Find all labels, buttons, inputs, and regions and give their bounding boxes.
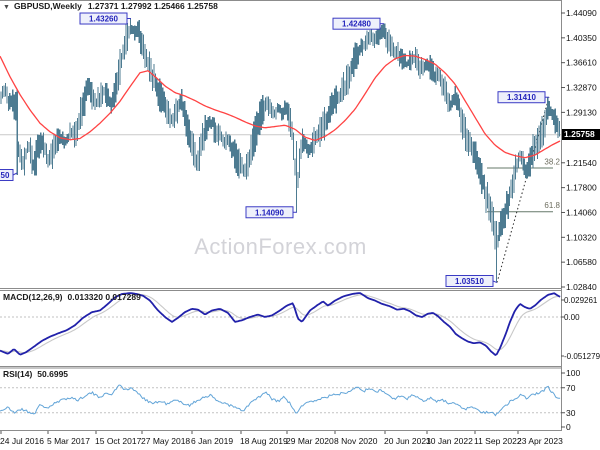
- watermark: ActionForex.com: [194, 234, 367, 259]
- ohlc-values: 1.27371 1.27992 1.25466 1.25758: [87, 1, 218, 11]
- time-axis-label: 8 Nov 2020: [334, 436, 378, 446]
- dropdown-arrow-icon[interactable]: ▼: [3, 4, 10, 11]
- price-axis-label: 1.14060: [566, 207, 597, 217]
- time-axis-label: 23 Apr 2023: [517, 436, 563, 446]
- price-axis-label: 1.17800: [566, 183, 597, 193]
- symbol-timeframe-label: GBPUSD,Weekly: [13, 1, 82, 11]
- price-axis-label: 1.40350: [566, 33, 597, 43]
- time-axis-label: 24 Jul 2016: [0, 436, 44, 446]
- price-callout-label: 1.14090: [255, 208, 284, 217]
- fib-level-label: 38.2: [544, 158, 560, 167]
- macd-axis-label: -0.051279: [564, 352, 600, 361]
- price-axis-label: 1.02840: [566, 282, 597, 292]
- callout-connector: [12, 172, 18, 176]
- price-callout-box: [245, 206, 294, 219]
- rsi-axis-label: 0: [566, 422, 571, 432]
- macd-axis-label: 0.00: [564, 313, 580, 322]
- price-callout-box: [332, 17, 381, 30]
- macd-signal-line: [0, 294, 561, 354]
- price-callout-box: [445, 275, 494, 287]
- candlestick-series: [0, 18, 561, 283]
- time-axis-label: 18 Aug 2019: [240, 436, 288, 446]
- price-axis-label: 1.44090: [566, 8, 597, 18]
- price-axis-label: 1.36610: [566, 58, 597, 68]
- price-callout-label: 1.31410: [507, 93, 536, 102]
- time-axis-label: 29 Mar 2020: [286, 436, 334, 446]
- time-axis-label: 27 May 2018: [141, 436, 190, 446]
- price-axis-label: 1.29130: [566, 107, 597, 117]
- macd-main-line: [0, 292, 561, 356]
- price-axis-label: 1.21540: [566, 158, 597, 168]
- macd-header: MACD(12,26,9) 0.013320 0.017289: [3, 292, 141, 302]
- price-callout-label: 1.03510: [455, 277, 484, 286]
- time-axis-label: 6 Jan 2019: [191, 436, 233, 446]
- rsi-header: RSI(14) 50.6995: [3, 369, 68, 379]
- rsi-value: 50.6995: [37, 369, 69, 379]
- moving-average-line: [0, 54, 561, 159]
- rsi-axis-label: 30: [566, 408, 576, 418]
- rsi-line: [0, 384, 561, 417]
- rsi-axis-label: 100: [566, 368, 580, 378]
- price-axis-label: 1.32870: [566, 83, 597, 93]
- price-callout-label: 1.42480: [342, 20, 371, 29]
- price-callout-box: [497, 91, 546, 104]
- time-axis-label: 15 Oct 2017: [95, 436, 142, 446]
- chart-header: ▼ GBPUSD,Weekly 1.27371 1.27992 1.25466 1.…: [3, 1, 218, 11]
- macd-axis-label: 0.029261: [564, 296, 598, 305]
- macd-title: MACD(12,26,9): [3, 292, 63, 302]
- price-callout-box-partial: [0, 169, 14, 182]
- price-callout-box: [79, 12, 128, 25]
- fib-level-label: 61.8: [544, 201, 560, 210]
- price-callout-label-partial: 50: [1, 171, 10, 180]
- trendline: [496, 97, 550, 283]
- macd-values: 0.013320 0.017289: [67, 292, 141, 302]
- time-axis-label: 30 Jan 2022: [426, 436, 473, 446]
- time-axis-label: 11 Sep 2022: [474, 436, 522, 446]
- rsi-axis-label: 70: [566, 383, 576, 393]
- rsi-title: RSI(14): [3, 369, 33, 379]
- price-axis-label: 1.10320: [566, 232, 597, 242]
- price-callout-label: 1.43260: [89, 15, 118, 24]
- time-axis-label: 5 Mar 2017: [47, 436, 90, 446]
- price-axis-label: 1.06580: [566, 257, 597, 267]
- current-price-label: 1.25758: [562, 129, 600, 140]
- time-axis-label: 20 Jun 2021: [384, 436, 431, 446]
- callout-connector: [492, 280, 498, 284]
